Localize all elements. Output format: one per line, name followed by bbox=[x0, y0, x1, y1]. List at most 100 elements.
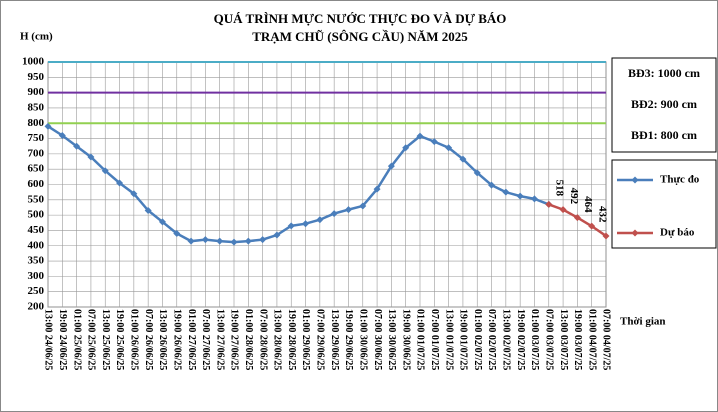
marker bbox=[130, 190, 138, 198]
x-tick-label: 07:00 28/06/25 bbox=[257, 309, 268, 370]
marker bbox=[344, 206, 352, 214]
y-tick-label: 300 bbox=[28, 270, 45, 282]
x-tick-label: 01:00 26/06/25 bbox=[129, 309, 140, 370]
marker bbox=[230, 238, 238, 246]
threshold-label: BĐ3: 1000 cm bbox=[628, 66, 700, 80]
marker bbox=[87, 153, 95, 161]
x-tick-label: 13:00 25/06/25 bbox=[100, 309, 111, 370]
data-label: 432 bbox=[596, 206, 608, 223]
marker bbox=[502, 188, 510, 196]
x-tick-label: 19:00 24/06/25 bbox=[57, 309, 68, 370]
y-tick-label: 700 bbox=[28, 147, 45, 159]
marker bbox=[287, 222, 295, 230]
x-tick-label: 19:00 01/07/25 bbox=[458, 309, 469, 370]
threshold-box bbox=[611, 57, 717, 153]
marker bbox=[73, 142, 81, 150]
x-tick-label: 07:00 04/07/25 bbox=[601, 309, 612, 370]
x-tick-label: 13:00 24/06/25 bbox=[43, 309, 54, 370]
x-tick-label: 07:00 30/06/25 bbox=[372, 309, 383, 370]
marker bbox=[459, 155, 467, 163]
x-tick-label: 13:00 27/06/25 bbox=[214, 309, 225, 370]
marker bbox=[187, 237, 195, 245]
marker bbox=[158, 218, 166, 226]
y-tick-label: 750 bbox=[28, 132, 45, 144]
x-tick-label: 19:00 30/06/25 bbox=[400, 309, 411, 370]
x-tick-label: 19:00 26/06/25 bbox=[171, 309, 182, 370]
y-tick-label: 950 bbox=[28, 71, 45, 83]
marker bbox=[144, 207, 152, 215]
x-tick-label: 01:00 30/06/25 bbox=[357, 309, 368, 370]
marker bbox=[302, 220, 310, 228]
x-tick-label: 13:00 26/06/25 bbox=[157, 309, 168, 370]
x-tick-label: 01:00 03/07/25 bbox=[529, 309, 540, 370]
marker bbox=[273, 231, 281, 239]
x-tick-label: 07:00 03/07/25 bbox=[543, 309, 554, 370]
y-tick-label: 500 bbox=[28, 209, 45, 221]
x-tick-label: 19:00 27/06/25 bbox=[229, 309, 240, 370]
marker bbox=[44, 122, 52, 130]
x-tick-label: 07:00 27/06/25 bbox=[200, 309, 211, 370]
y-tick-label: 600 bbox=[28, 178, 45, 190]
marker bbox=[330, 210, 338, 218]
y-tick-label: 250 bbox=[28, 285, 45, 297]
marker bbox=[259, 236, 267, 244]
x-tick-label: 07:00 29/06/25 bbox=[315, 309, 326, 370]
x-tick-label: 13:00 29/06/25 bbox=[329, 309, 340, 370]
marker bbox=[201, 236, 209, 244]
x-tick-label: 01:00 29/06/25 bbox=[300, 309, 311, 370]
marker bbox=[559, 206, 567, 214]
chart-title: QUÁ TRÌNH MỰC NƯỚC THỰC ĐO VÀ DỰ BÁO bbox=[214, 11, 507, 26]
marker bbox=[402, 144, 410, 152]
y-tick-label: 400 bbox=[28, 239, 45, 251]
marker bbox=[101, 167, 109, 175]
x-tick-label: 01:00 28/06/25 bbox=[243, 309, 254, 370]
x-tick-label: 07:00 26/06/25 bbox=[143, 309, 154, 370]
y-axis-label: H (cm) bbox=[20, 31, 53, 43]
y-tick-label: 850 bbox=[28, 101, 45, 113]
y-tick-label: 450 bbox=[28, 224, 45, 236]
chart-title: TRẠM CHŨ (SÔNG CẦU) NĂM 2025 bbox=[252, 29, 468, 44]
y-tick-label: 200 bbox=[28, 301, 45, 313]
x-tick-label: 19:00 02/07/25 bbox=[515, 309, 526, 370]
data-label: 464 bbox=[582, 196, 594, 213]
marker bbox=[387, 162, 395, 170]
marker bbox=[173, 230, 181, 237]
marker bbox=[545, 200, 553, 208]
marker bbox=[488, 181, 496, 189]
marker bbox=[244, 237, 252, 245]
marker bbox=[588, 222, 596, 230]
marker bbox=[516, 192, 524, 200]
marker bbox=[430, 138, 438, 146]
legend-marker bbox=[631, 229, 639, 237]
marker bbox=[116, 179, 124, 187]
threshold-label: BĐ1: 800 cm bbox=[631, 128, 697, 142]
data-label: 518 bbox=[554, 180, 566, 197]
x-tick-label: 07:00 01/07/25 bbox=[429, 309, 440, 370]
data-label: 492 bbox=[568, 188, 580, 205]
x-tick-label: 01:00 04/07/25 bbox=[586, 309, 597, 370]
x-tick-label: 01:00 01/07/25 bbox=[415, 309, 426, 370]
legend-label: Thực đo bbox=[660, 174, 700, 186]
legend-marker bbox=[631, 176, 639, 184]
marker bbox=[602, 232, 610, 240]
x-tick-label: 07:00 02/07/25 bbox=[486, 309, 497, 370]
x-tick-label: 19:00 29/06/25 bbox=[343, 309, 354, 370]
marker bbox=[58, 132, 66, 139]
marker bbox=[473, 169, 481, 177]
marker bbox=[316, 216, 324, 224]
x-tick-label: 01:00 25/06/25 bbox=[71, 309, 82, 370]
x-tick-label: 01:00 02/07/25 bbox=[472, 309, 483, 370]
x-tick-label: 13:00 30/06/25 bbox=[386, 309, 397, 370]
marker bbox=[445, 144, 453, 152]
marker bbox=[216, 237, 224, 245]
y-tick-label: 350 bbox=[28, 255, 45, 267]
y-tick-label: 550 bbox=[28, 193, 45, 205]
x-tick-label: 13:00 03/07/25 bbox=[558, 309, 569, 370]
x-tick-label: 13:00 28/06/25 bbox=[272, 309, 283, 370]
y-tick-label: 650 bbox=[28, 163, 45, 175]
x-tick-label: 19:00 25/06/25 bbox=[114, 309, 125, 370]
marker bbox=[530, 195, 538, 203]
x-tick-label: 19:00 28/06/25 bbox=[286, 309, 297, 370]
x-tick-label: 13:00 01/07/25 bbox=[443, 309, 454, 370]
